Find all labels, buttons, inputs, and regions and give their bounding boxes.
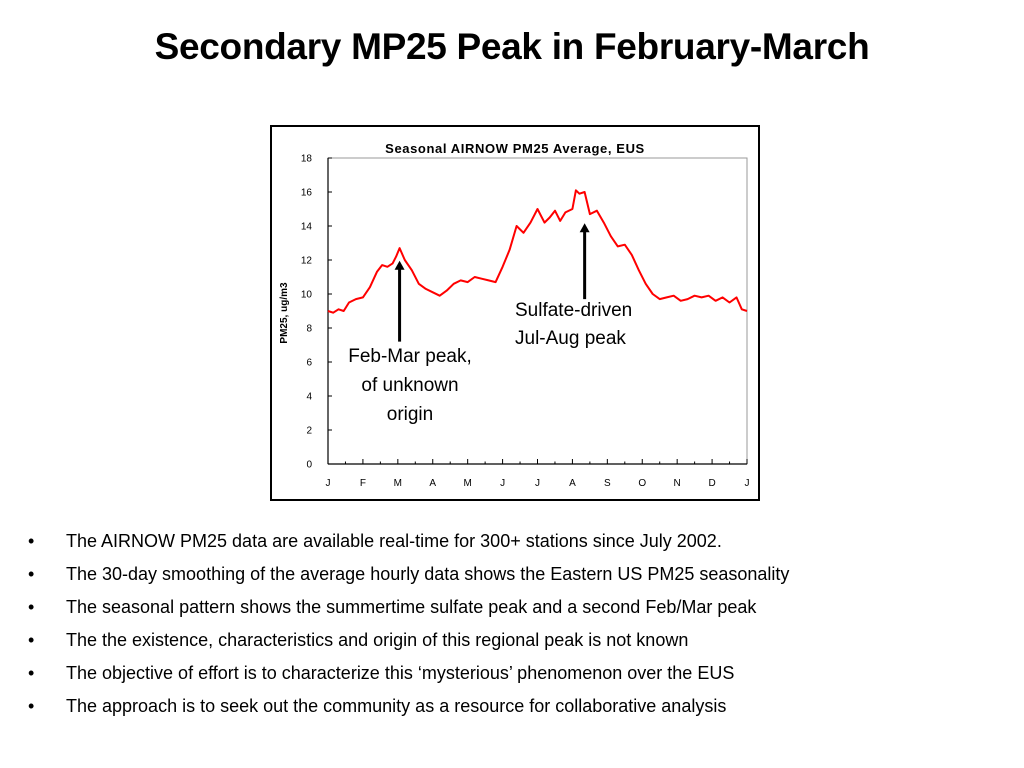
y-tick-label: 2 xyxy=(306,426,312,437)
bullet-text: The the existence, characteristics and o… xyxy=(66,630,689,650)
y-tick-label: 8 xyxy=(306,324,312,335)
y-tick-label: 10 xyxy=(301,290,313,301)
bullet-marker: • xyxy=(28,564,35,584)
x-tick-label: F xyxy=(360,478,366,489)
annotation-arrow-head xyxy=(394,260,405,270)
y-tick-label: 18 xyxy=(301,154,313,165)
tick-marks xyxy=(327,157,748,465)
chart-frame: Seasonal AIRNOW PM25 Average, EUS PM25, … xyxy=(270,125,760,501)
bullet-item: • The seasonal pattern shows the summerti… xyxy=(28,594,1018,627)
chart-title: Seasonal AIRNOW PM25 Average, EUS xyxy=(385,141,645,156)
x-tick-label: A xyxy=(569,478,576,489)
x-tick-label: N xyxy=(674,478,681,489)
slide-title: Secondary MP25 Peak in February-March xyxy=(154,26,870,67)
bullet-marker: • xyxy=(28,597,35,617)
annotations: Feb-Mar peak, of unknown origin Sulfate-dri… xyxy=(348,223,632,425)
bullet-marker: • xyxy=(28,696,35,716)
bullet-marker: • xyxy=(28,630,35,650)
annotation-text-feb-mar: origin xyxy=(387,404,433,425)
x-tick-label: O xyxy=(638,478,646,489)
x-tick-label: J xyxy=(745,478,750,489)
bullet-text: The approach is to seek out the communit… xyxy=(66,696,727,716)
bullet-marker: • xyxy=(28,663,35,683)
pm25-seasonal-chart: Seasonal AIRNOW PM25 Average, EUS PM25, … xyxy=(279,141,750,489)
annotation-text-jul-aug: Jul-Aug peak xyxy=(515,328,626,349)
bullet-text: The seasonal pattern shows the summertim… xyxy=(66,597,757,617)
annotation-text-jul-aug: Sulfate-driven xyxy=(515,300,632,321)
y-tick-label: 0 xyxy=(306,460,312,471)
y-tick-label: 14 xyxy=(301,222,313,233)
x-tick-label: M xyxy=(394,478,402,489)
y-tick-label: 4 xyxy=(306,392,312,403)
x-tick-label: J xyxy=(500,478,505,489)
bullet-text: The AIRNOW PM25 data are available real-… xyxy=(66,531,722,551)
y-axis-label: PM25, ug/m3 xyxy=(279,282,290,344)
x-tick-label: S xyxy=(604,478,611,489)
y-tick-labels: 0 2 4 6 8 10 12 14 16 18 xyxy=(301,154,313,471)
y-tick-label: 6 xyxy=(306,358,312,369)
bullet-item: • The approach is to seek out the communi… xyxy=(28,693,1018,726)
data-series xyxy=(327,189,748,314)
x-tick-label: D xyxy=(708,478,715,489)
bullet-marker: • xyxy=(28,531,35,551)
bullet-item: • The 30-day smoothing of the average hou… xyxy=(28,561,1018,594)
x-tick-label: M xyxy=(463,478,471,489)
bullet-text: The 30-day smoothing of the average hour… xyxy=(66,564,790,584)
annotation-arrow-head xyxy=(579,223,590,233)
series-line xyxy=(327,189,748,314)
bullet-item: • The the existence, characteristics and … xyxy=(28,627,1018,660)
annotation-text-feb-mar: of unknown xyxy=(361,375,458,396)
bullet-item: • The objective of effort is to character… xyxy=(28,660,1018,693)
y-tick-label: 12 xyxy=(301,256,313,267)
y-tick-label: 16 xyxy=(301,188,313,199)
annotation-text-feb-mar: Feb-Mar peak, xyxy=(348,346,472,367)
x-tick-label: J xyxy=(326,478,331,489)
bullet-list: • The AIRNOW PM25 data are available real… xyxy=(28,528,1018,726)
bullet-text: The objective of effort is to characteri… xyxy=(66,663,735,683)
x-tick-label: A xyxy=(429,478,436,489)
x-tick-label: J xyxy=(535,478,540,489)
bullet-item: • The AIRNOW PM25 data are available real… xyxy=(28,528,1018,561)
